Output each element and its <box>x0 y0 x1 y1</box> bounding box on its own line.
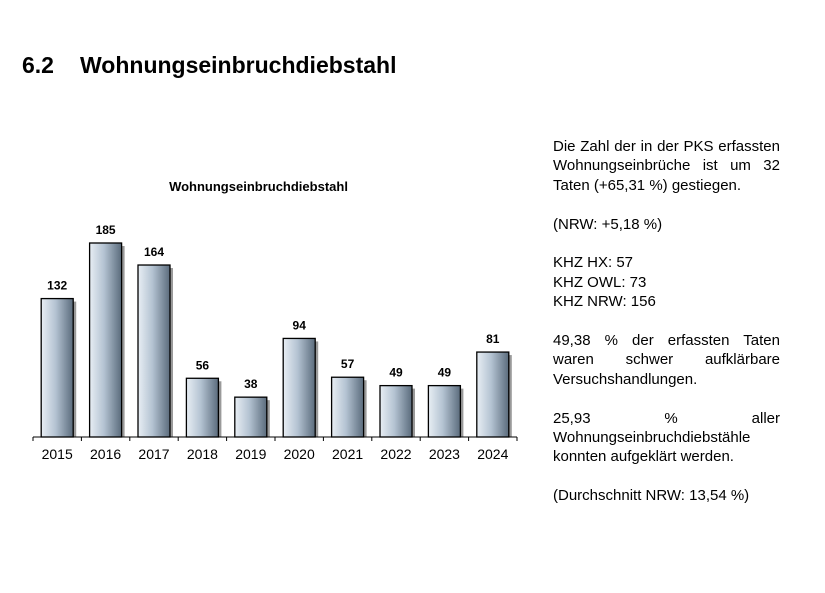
bar-2023 <box>427 384 462 438</box>
x-tick-label: 2017 <box>138 446 169 462</box>
x-tick-label: 2018 <box>187 446 218 462</box>
bar-2016 <box>88 242 123 438</box>
x-tick-label: 2016 <box>90 446 121 462</box>
bar-value-label: 132 <box>47 279 67 293</box>
section-heading: 6.2 Wohnungseinbruchdiebstahl <box>22 52 396 79</box>
bar-2015 <box>40 297 74 438</box>
bar-value-label: 94 <box>293 318 307 332</box>
section-title: Wohnungseinbruchdiebstahl <box>80 52 397 78</box>
paragraph-nrw-change: (NRW: +5,18 %) <box>553 215 663 233</box>
chart-title: Wohnungseinbruchdiebstahl <box>169 179 348 194</box>
khz-owl-line: KHZ OWL: 73 <box>553 273 647 291</box>
bar-2017 <box>137 264 171 438</box>
bar-value-label: 49 <box>438 366 452 380</box>
section-number: 6.2 <box>22 52 54 78</box>
x-tick-label: 2022 <box>380 446 411 462</box>
side-text: Die Zahl der in der PKS erfassten Wohnun… <box>553 137 780 525</box>
khz-hx-line: KHZ HX: 57 <box>553 254 634 272</box>
x-tick-label: 2024 <box>477 446 508 462</box>
x-tick-label: 2015 <box>42 446 73 462</box>
bar-value-label: 81 <box>486 332 500 346</box>
bar-chart: 132 185 164 56 38 94 57 49 49 81 2015 2016 2017 2018… <box>32 223 518 462</box>
bar-value-label: 38 <box>244 377 258 391</box>
bar-2018 <box>185 377 220 438</box>
paragraph-count-change: Die Zahl der in der PKS erfassten Wohnun… <box>553 138 780 194</box>
bar-2019 <box>234 396 268 438</box>
bar-2020 <box>282 337 316 438</box>
bar-value-label: 185 <box>96 223 116 237</box>
bar-2022 <box>379 384 413 438</box>
bar-value-label: 49 <box>389 366 403 380</box>
x-tick-label: 2020 <box>284 446 315 462</box>
khz-nrw-line: KHZ NRW: 156 <box>553 293 656 311</box>
paragraph-attempts: 49,38 % der erfassten Taten waren schwer… <box>553 332 780 388</box>
x-tick-label: 2021 <box>332 446 363 462</box>
bar-value-label: 164 <box>144 245 164 259</box>
bar-2021 <box>330 376 365 438</box>
bar-value-label: 56 <box>196 358 210 372</box>
bar-2024 <box>476 351 510 438</box>
paragraph-clearance: 25,93 % aller Wohnungseinbruchdiebstähle… <box>553 409 780 466</box>
bar-value-label: 57 <box>341 357 355 371</box>
x-tick-label: 2019 <box>235 446 266 462</box>
paragraph-nrw-average: (Durchschnitt NRW: 13,54 %) <box>553 487 750 505</box>
x-tick-label: 2023 <box>429 446 460 462</box>
